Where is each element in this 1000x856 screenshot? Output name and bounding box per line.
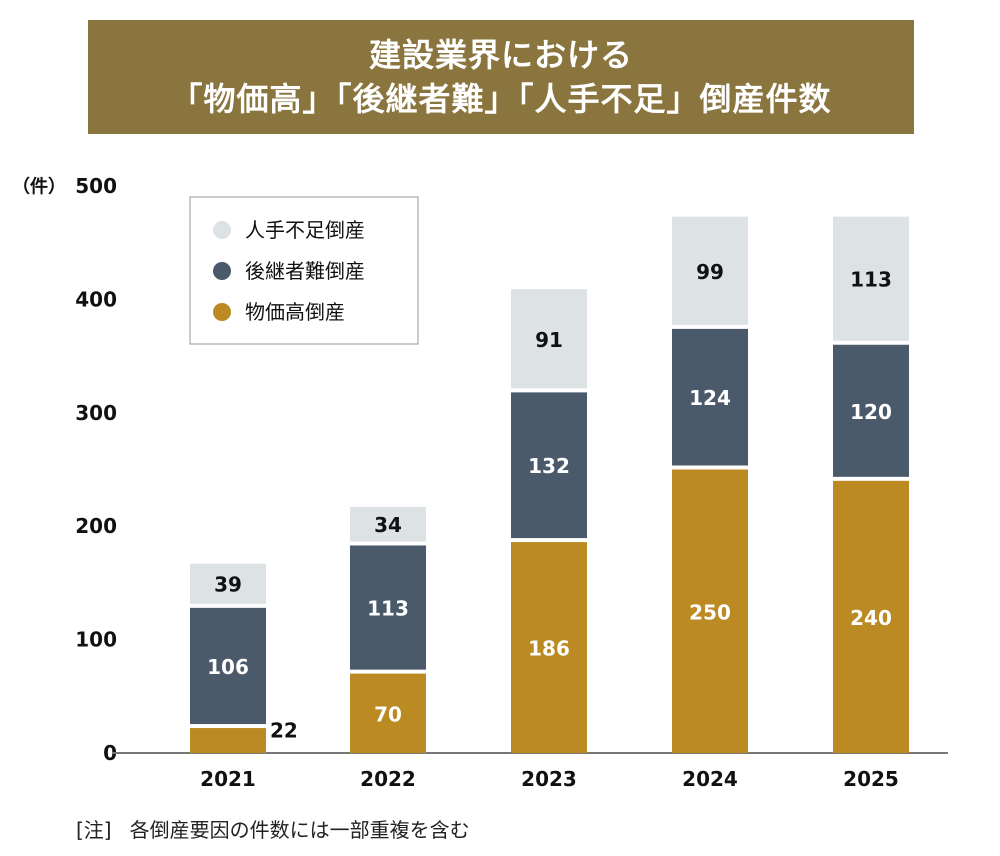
data-label: 39	[214, 573, 242, 597]
bar-segment	[190, 607, 266, 725]
bar-segment	[511, 542, 587, 753]
bar-segment	[833, 480, 909, 753]
footnote-prefix: [注]	[76, 818, 112, 842]
legend-entry: 後継者難倒産	[245, 259, 365, 283]
bar-segment	[672, 328, 748, 466]
y-tick-label: 300	[75, 401, 117, 425]
bar-segment	[190, 728, 266, 753]
data-label: 124	[689, 386, 731, 410]
bar-segment	[833, 216, 909, 341]
bar-segment	[511, 289, 587, 389]
data-label: 250	[689, 600, 731, 624]
data-label: 120	[850, 400, 892, 424]
bar-segment	[511, 392, 587, 539]
footnote: [注] 各倒産要因の件数には一部重複を含む	[76, 814, 488, 843]
data-label: 106	[207, 655, 249, 679]
bar-segment	[350, 506, 426, 542]
data-label: 91	[535, 328, 563, 352]
x-tick-label: 2021	[200, 767, 256, 791]
chart-title-line-1: 建設業界における	[368, 36, 633, 74]
chart-title-line-2: 「物価高」「後継者難」「人手不足」倒産件数	[170, 80, 832, 118]
data-label: 34	[374, 513, 402, 537]
legend-entry: 物価高倒産	[245, 300, 345, 324]
data-label: 113	[367, 597, 409, 621]
data-label: 113	[850, 268, 892, 292]
footnote-text: 各倒産要因の件数には一部重複を含む	[129, 818, 470, 842]
bar-segment	[350, 545, 426, 670]
x-tick-label: 2024	[682, 767, 738, 791]
y-tick-label: 500	[75, 174, 117, 198]
bar-segment	[190, 563, 266, 604]
bar-segment	[672, 216, 748, 325]
bar-segment	[350, 673, 426, 753]
data-label: 240	[850, 606, 892, 630]
data-label: 22	[270, 719, 298, 743]
legend-marker	[213, 221, 231, 239]
bar-segment	[833, 344, 909, 477]
legend-entry: 人手不足倒産	[245, 218, 365, 242]
x-tick-label: 2022	[360, 767, 416, 791]
y-tick-label: 0	[103, 741, 117, 765]
data-label: 186	[528, 637, 570, 661]
y-tick-label: 400	[75, 287, 117, 311]
data-label: 99	[696, 260, 724, 284]
data-label: 132	[528, 454, 570, 478]
y-tick-label: 200	[75, 514, 117, 538]
x-tick-label: 2023	[521, 767, 577, 791]
bar-segment	[672, 469, 748, 753]
data-label: 70	[374, 702, 402, 726]
legend-marker	[213, 303, 231, 321]
y-tick-label: 100	[75, 628, 117, 652]
y-axis-unit-label: （件）	[12, 176, 66, 198]
chart-title-banner: 建設業界における 「物価高」「後継者難」「人手不足」倒産件数	[88, 20, 914, 134]
legend-marker	[213, 262, 231, 280]
x-tick-label: 2025	[843, 767, 899, 791]
